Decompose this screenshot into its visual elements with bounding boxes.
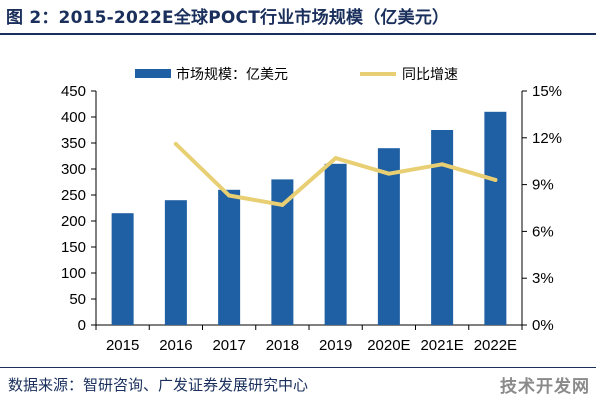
right-tick-label: 15% bbox=[532, 83, 562, 100]
bar bbox=[164, 200, 187, 325]
bar bbox=[484, 111, 507, 325]
x-tick-label: 2018 bbox=[266, 337, 299, 354]
legend-bar-swatch bbox=[135, 69, 171, 78]
x-tick-label: 2021E bbox=[420, 337, 463, 354]
bar bbox=[324, 163, 347, 325]
x-tick-label: 2020E bbox=[367, 337, 410, 354]
left-tick-label: 400 bbox=[61, 109, 86, 126]
bar bbox=[431, 130, 454, 325]
right-tick-label: 0% bbox=[532, 317, 554, 334]
bar-series bbox=[111, 111, 507, 325]
bar bbox=[271, 179, 294, 325]
right-tick-label: 12% bbox=[532, 130, 562, 147]
left-axis: 0 50 100 150 200 250 300 350 400 450 bbox=[61, 83, 97, 334]
growth-point bbox=[333, 156, 338, 161]
left-tick-label: 150 bbox=[61, 239, 86, 256]
left-tick-label: 250 bbox=[61, 187, 86, 204]
chart-header: 图 2：2015-2022E全球POCT行业市场规模（亿美元） bbox=[0, 0, 596, 34]
bar bbox=[218, 189, 241, 325]
chart: 市场规模：亿美元 同比增速 0 50 100 150 200 250 300 350 400 45… bbox=[61, 66, 562, 354]
growth-point bbox=[280, 202, 285, 207]
bar bbox=[377, 148, 400, 325]
left-tick-label: 0 bbox=[78, 317, 86, 334]
watermark: 技术开发网 bbox=[500, 377, 590, 397]
growth-point bbox=[493, 177, 498, 182]
right-tick-label: 6% bbox=[532, 223, 554, 240]
left-tick-label: 100 bbox=[61, 265, 86, 282]
right-tick-label: 9% bbox=[532, 177, 554, 194]
left-tick-label: 350 bbox=[61, 135, 86, 152]
header-rule bbox=[0, 33, 596, 35]
bar bbox=[111, 213, 134, 325]
growth-point bbox=[440, 162, 445, 167]
growth-point bbox=[227, 193, 232, 198]
source-note: 数据来源：智研咨询、广发证券发展研究中心 bbox=[8, 376, 309, 394]
x-tick-label: 2016 bbox=[159, 337, 192, 354]
legend: 市场规模：亿美元 同比增速 bbox=[135, 66, 458, 83]
x-tick-label: 2015 bbox=[106, 337, 139, 354]
left-tick-label: 450 bbox=[61, 83, 86, 100]
right-axis: 0% 3% 6% 9% 12% 15% bbox=[521, 83, 562, 334]
legend-line-label: 同比增速 bbox=[402, 67, 458, 83]
legend-bar-label: 市场规模：亿美元 bbox=[176, 66, 288, 83]
left-tick-label: 50 bbox=[69, 291, 86, 308]
x-tick-label: 2017 bbox=[212, 337, 245, 354]
growth-point bbox=[386, 171, 391, 176]
x-tick-label: 2019 bbox=[319, 337, 352, 354]
footer-rule bbox=[0, 367, 596, 368]
x-tick-label: 2022E bbox=[474, 337, 517, 354]
growth-line-series bbox=[173, 142, 498, 207]
left-tick-label: 300 bbox=[61, 161, 86, 178]
x-axis: 2015 2016 2017 2018 2019 2020E 2021E 2022E bbox=[95, 324, 523, 354]
left-tick-label: 200 bbox=[61, 213, 86, 230]
right-tick-label: 3% bbox=[532, 270, 554, 287]
growth-point bbox=[173, 142, 178, 147]
chart-title: 图 2：2015-2022E全球POCT行业市场规模（亿美元） bbox=[6, 8, 450, 28]
